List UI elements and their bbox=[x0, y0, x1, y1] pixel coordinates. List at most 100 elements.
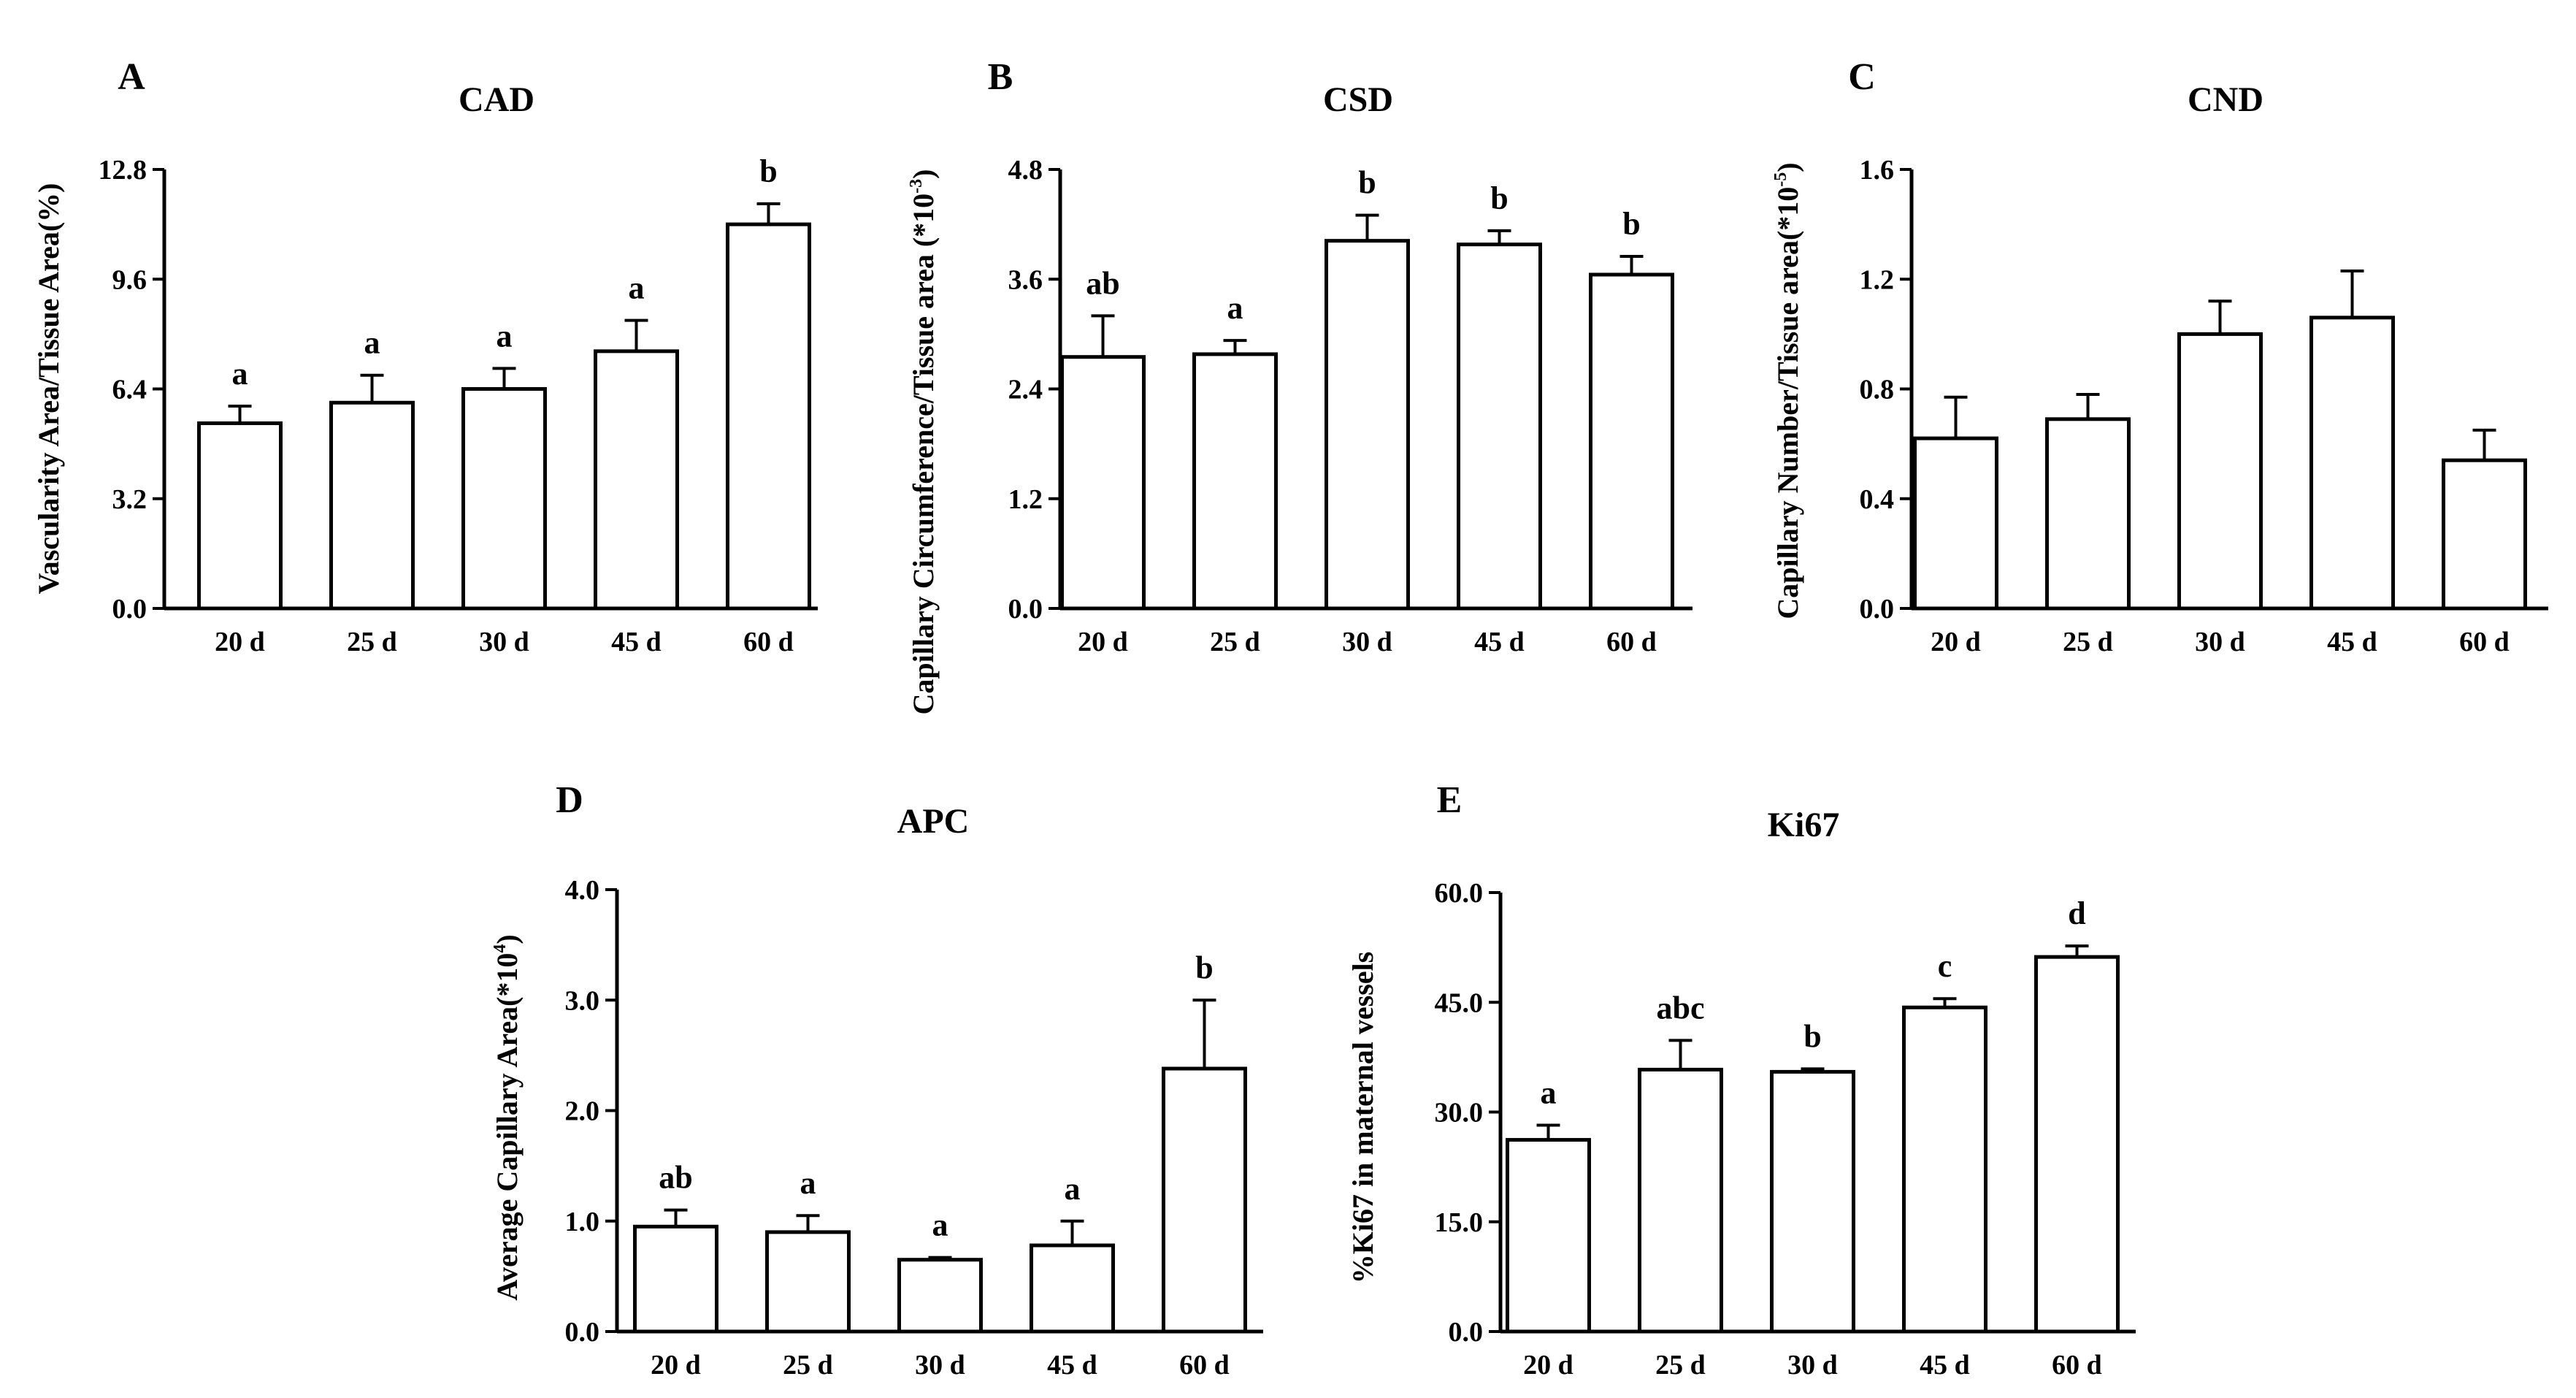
bar bbox=[1325, 239, 1410, 611]
y-axis-label-text: %Ki67 in maternal vessels bbox=[1346, 952, 1379, 1283]
chart-title: CAD bbox=[459, 80, 534, 119]
bar bbox=[1457, 242, 1542, 611]
significance-label: a bbox=[497, 318, 513, 354]
panel-letter: D bbox=[556, 779, 583, 821]
y-tick-label: 9.6 bbox=[112, 264, 147, 295]
y-axis-label-text: Capillary Circumference/Tissue area (*10 bbox=[907, 194, 940, 715]
y-tick-label: 1.0 bbox=[565, 1207, 600, 1237]
y-axis-label-superscript: -3 bbox=[907, 179, 926, 194]
x-tick-label: 45 d bbox=[611, 627, 662, 657]
x-tick-label: 60 d bbox=[2052, 1350, 2102, 1380]
y-tick-label: 30.0 bbox=[1435, 1098, 1484, 1128]
y-axis-label-superscript: 4 bbox=[491, 944, 510, 953]
y-tick-label: 0.8 bbox=[1860, 375, 1895, 405]
y-axis-label-superscript: -5 bbox=[1771, 172, 1790, 187]
y-tick-label: 45.0 bbox=[1435, 988, 1484, 1018]
bar bbox=[461, 387, 547, 611]
chart-title: APC bbox=[897, 802, 970, 841]
y-axis-label: Vascularity Area/Tissue Area(%) bbox=[32, 183, 65, 595]
significance-label: a bbox=[232, 356, 248, 391]
x-tick-label: 20 d bbox=[1523, 1350, 1573, 1380]
y-tick-label: 4.0 bbox=[565, 875, 600, 906]
significance-label: b bbox=[1622, 206, 1640, 242]
chart-title: Ki67 bbox=[1768, 806, 1840, 844]
y-tick-label: 60.0 bbox=[1435, 878, 1484, 909]
y-tick-label: 0.0 bbox=[1449, 1317, 1484, 1348]
bar bbox=[1770, 1069, 1855, 1334]
y-tick-label: 3.0 bbox=[565, 985, 600, 1016]
significance-label: a bbox=[1227, 290, 1243, 326]
chart-title: CSD bbox=[1323, 80, 1393, 119]
significance-label: b bbox=[1358, 165, 1376, 201]
bar bbox=[329, 400, 415, 611]
y-tick-label: 3.6 bbox=[1008, 264, 1043, 295]
y-axis-label-text: Vascularity Area/Tissue Area(%) bbox=[32, 183, 65, 595]
significance-label: ab bbox=[659, 1160, 692, 1196]
panel-letter: A bbox=[118, 56, 145, 98]
bar bbox=[1192, 352, 1278, 611]
bar bbox=[1589, 272, 1674, 611]
significance-label: c bbox=[1938, 948, 1952, 984]
chart-panel-d: D APC 0.0 1.0 2.0 3.0 4.0 Average Capillary Are… bbox=[491, 779, 1263, 1380]
bar bbox=[1030, 1243, 1115, 1334]
x-tick-label: 60 d bbox=[2459, 627, 2510, 657]
y-tick-label: 2.4 bbox=[1008, 375, 1043, 405]
bar bbox=[2045, 417, 2131, 611]
y-tick-label: 0.0 bbox=[1008, 594, 1043, 624]
bar bbox=[2034, 955, 2120, 1334]
significance-label: b bbox=[1803, 1018, 1821, 1054]
x-tick-label: 30 d bbox=[1787, 1350, 1838, 1380]
x-tick-label: 45 d bbox=[1474, 627, 1525, 657]
x-tick-label: 20 d bbox=[1931, 627, 1981, 657]
bar bbox=[2177, 332, 2263, 611]
panel-letter: E bbox=[1437, 779, 1463, 821]
y-tick-label: 2.0 bbox=[565, 1096, 600, 1127]
x-tick-label: 25 d bbox=[1210, 627, 1260, 657]
y-tick-label: 4.8 bbox=[1008, 155, 1043, 186]
chart-title: CND bbox=[2188, 80, 2263, 119]
bar bbox=[1638, 1067, 1723, 1334]
y-tick-label: 0.4 bbox=[1860, 484, 1895, 515]
significance-label: b bbox=[1490, 180, 1508, 216]
significance-label: a bbox=[364, 325, 380, 361]
significance-label: a bbox=[629, 270, 645, 306]
significance-label: a bbox=[1065, 1171, 1081, 1207]
significance-label: a bbox=[932, 1207, 948, 1243]
x-tick-label: 45 d bbox=[1047, 1350, 1097, 1380]
x-tick-label: 45 d bbox=[1920, 1350, 1970, 1380]
bar bbox=[726, 222, 811, 611]
x-tick-label: 20 d bbox=[1078, 627, 1128, 657]
x-tick-label: 25 d bbox=[783, 1350, 833, 1380]
y-tick-label: 1.2 bbox=[1860, 264, 1895, 295]
bar bbox=[2442, 458, 2527, 611]
significance-label: a bbox=[800, 1165, 816, 1201]
y-axis-label: %Ki67 in maternal vessels bbox=[1346, 952, 1379, 1283]
y-axis-label-suffix: ) bbox=[1771, 162, 1804, 172]
y-tick-label: 15.0 bbox=[1435, 1207, 1484, 1238]
bar bbox=[1060, 355, 1146, 611]
panel-letter: B bbox=[988, 56, 1013, 98]
y-tick-label: 3.2 bbox=[112, 484, 147, 515]
x-tick-label: 30 d bbox=[915, 1350, 965, 1380]
x-tick-label: 30 d bbox=[479, 627, 529, 657]
x-tick-label: 30 d bbox=[2195, 627, 2245, 657]
x-tick-label: 25 d bbox=[347, 627, 397, 657]
bar bbox=[897, 1258, 983, 1334]
y-axis-label-text: Capillary Number/Tissue area(*10 bbox=[1771, 187, 1804, 619]
chart-panel-b: B CSD 0.0 1.2 2.4 3.6 4.8 Capillary Circumferen… bbox=[907, 56, 1693, 714]
bar bbox=[765, 1230, 851, 1334]
chart-panel-a: A CAD 0.0 3.2 6.4 9.6 12.8 Vascularity Area/Tis… bbox=[32, 56, 818, 657]
y-tick-label: 0.0 bbox=[565, 1317, 600, 1348]
y-tick-label: 6.4 bbox=[112, 375, 147, 405]
y-axis-label: Capillary Circumference/Tissue area (*10… bbox=[907, 169, 940, 715]
x-tick-label: 20 d bbox=[215, 627, 265, 657]
significance-label: a bbox=[1541, 1075, 1557, 1111]
bar bbox=[1162, 1066, 1247, 1334]
significance-label: ab bbox=[1086, 265, 1119, 301]
bar bbox=[1506, 1138, 1591, 1334]
chart-panel-e: E Ki67 0.0 15.0 30.0 45.0 60.0 %Ki67 in materna… bbox=[1346, 779, 2136, 1380]
y-tick-label: 12.8 bbox=[99, 155, 147, 186]
bar bbox=[633, 1224, 718, 1334]
x-tick-label: 60 d bbox=[743, 627, 794, 657]
bar bbox=[2309, 316, 2395, 611]
